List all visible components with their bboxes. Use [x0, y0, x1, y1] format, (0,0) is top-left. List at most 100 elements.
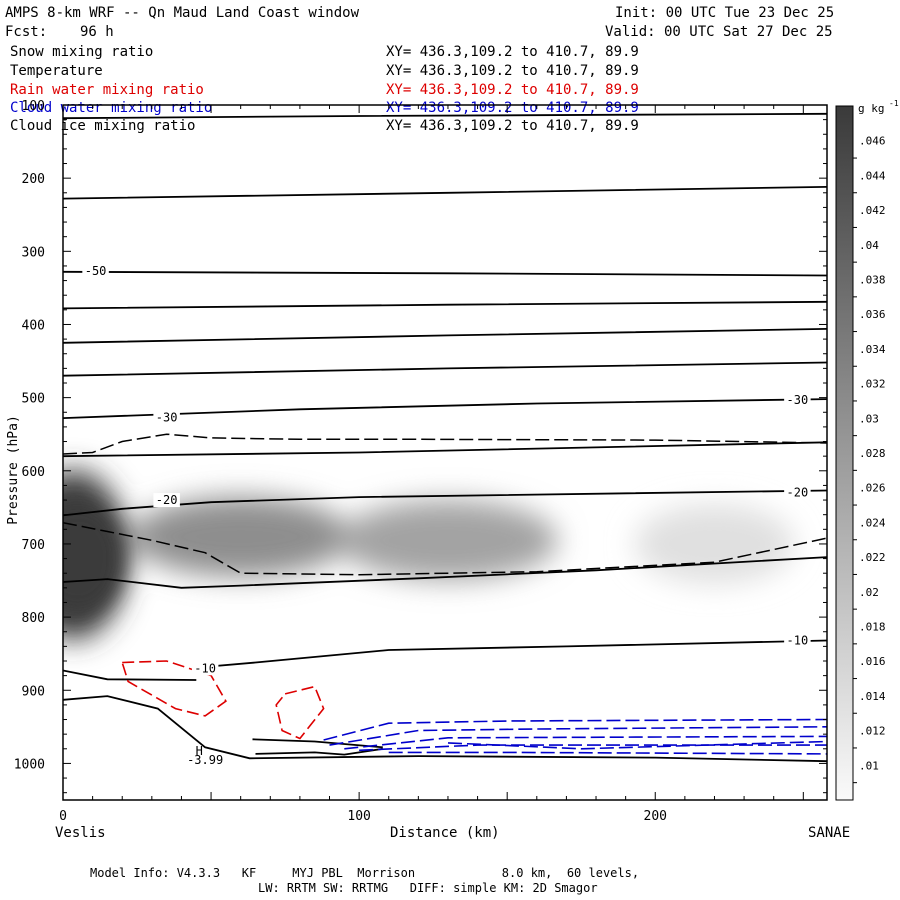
y-tick-label: 400	[22, 318, 45, 333]
contour-label: -3.99	[187, 753, 223, 767]
snow-mixing-ratio-contour	[63, 521, 827, 576]
colorbar: .01 .012 .014 .016 .018 .02 .022 .024 .026 .028 .0…	[835, 99, 899, 801]
colorbar-tick-label: .016	[859, 655, 886, 668]
legend-rain-xy: XY= 436.3,109.2 to 410.7, 89.9	[386, 82, 639, 98]
x-tick-label: 100	[347, 809, 370, 824]
contour-label: -20	[156, 493, 178, 507]
cloud-ice-blob	[130, 496, 351, 577]
contour-label-bg	[784, 633, 811, 648]
contour-labels: -50 -30 -30 -20 -20 -10 -10 H-3.99	[82, 264, 811, 767]
x-tick-label: 200	[644, 809, 667, 824]
legend-snow-name: Snow mixing ratio	[10, 44, 154, 60]
temperature-isoline	[63, 361, 827, 377]
cloud-ice-blob	[634, 503, 795, 584]
y-tick-label: 100	[22, 99, 45, 114]
temperature-isoline	[63, 300, 827, 310]
temperature-isoline	[63, 669, 197, 681]
y-tick-label: 600	[22, 465, 45, 480]
colorbar-tick-label: .02	[859, 586, 879, 599]
temperature-isoline	[63, 398, 827, 419]
colorbar-unit-exp: -1	[889, 99, 899, 108]
legend-cloud-water-name: Cloud water mixing ratio	[10, 100, 213, 116]
rain-water-contour	[121, 660, 227, 717]
contour-label: -10	[194, 661, 216, 675]
axes: 100 200 300 400 500 600 700 800 900 1000 0 100 200	[14, 99, 828, 824]
contour-label: -30	[787, 393, 809, 407]
y-tick-label: 500	[22, 392, 45, 407]
contour-label: -20	[787, 486, 809, 500]
contour-label: -10	[787, 634, 809, 648]
temperature-isoline	[63, 556, 827, 589]
colorbar-tick-label: .018	[859, 621, 886, 634]
colorbar-tick-label: .014	[859, 690, 886, 703]
colorbar-tick-label: .044	[859, 169, 886, 182]
header-valid: Valid: 00 UTC Sat 27 Dec 25	[605, 24, 833, 40]
x-right-endpoint: SANAE	[808, 825, 851, 841]
header-init: Init: 00 UTC Tue 23 Dec 25	[615, 5, 835, 21]
colorbar-tick-label: .032	[859, 378, 886, 391]
legend-cloud-ice-xy: XY= 436.3,109.2 to 410.7, 89.9	[386, 118, 639, 134]
cloud-water-contour	[329, 726, 827, 746]
header-title: AMPS 8-km WRF -- Qn Maud Land Coast wind…	[5, 5, 360, 21]
cloud-water-contour	[388, 751, 827, 755]
colorbar-unit: g kg	[858, 102, 885, 115]
legend-rain-name: Rain water mixing ratio	[10, 82, 204, 98]
colorbar-tick-label: .046	[859, 135, 886, 148]
colorbar-tick-label: .028	[859, 447, 886, 460]
legend-snow-xy: XY= 436.3,109.2 to 410.7, 89.9	[386, 44, 639, 60]
contour-label: -50	[85, 264, 107, 278]
x-left-endpoint: Veslis	[55, 825, 106, 841]
y-axis-title: Pressure (hPa)	[6, 415, 21, 525]
colorbar-gradient	[835, 105, 854, 801]
temperature-isoline	[196, 639, 827, 669]
temperature-isoline	[63, 489, 827, 517]
plot-frame	[62, 104, 828, 801]
colorbar-tick-label: .01	[859, 759, 879, 772]
legend-cloud-ice-name: Cloud ice mixing ratio	[10, 118, 196, 134]
colorbar-tick-label: .026	[859, 482, 886, 495]
cloud-water-contour	[359, 744, 827, 752]
legend-temp-name: Temperature	[10, 63, 103, 79]
contour-label: H	[196, 744, 203, 758]
contour-label: -30	[156, 410, 178, 424]
cloud-water-contour	[447, 740, 827, 750]
colorbar-tick-label: .036	[859, 308, 886, 321]
temperature-isoline	[63, 112, 827, 120]
contour-lines	[63, 112, 827, 763]
footer-line2: LW: RRTM SW: RRTMG DIFF: simple KM: 2D S…	[258, 881, 598, 895]
x-tick-label: 0	[59, 809, 67, 824]
header-fcst-label: Fcst:	[5, 24, 48, 40]
y-tick-label: 1000	[14, 757, 45, 772]
cloud-ice-shading	[63, 469, 795, 640]
colorbar-tick-label: .038	[859, 274, 886, 287]
header-fcst-value: 96 h	[80, 24, 114, 40]
contour-label-bg	[153, 493, 180, 508]
contour-label-bg	[191, 661, 219, 676]
footer-line1: Model Info: V4.3.3 KF MYJ PBL Morrison 8…	[90, 866, 640, 880]
colorbar-tick-label: .04	[859, 239, 879, 252]
y-tick-label: 800	[22, 611, 45, 626]
legend-temp-xy: XY= 436.3,109.2 to 410.7, 89.9	[386, 63, 639, 79]
colorbar-tick-label: .012	[859, 725, 886, 738]
contour-label-bg	[82, 264, 109, 279]
colorbar-tick-label: .03	[859, 412, 879, 425]
contour-label-bg	[784, 392, 811, 407]
temperature-isoline	[63, 328, 827, 344]
temperature-isoline	[63, 186, 827, 200]
cloud-ice-blob	[337, 500, 558, 581]
y-tick-label: 700	[22, 538, 45, 553]
colorbar-tick-label: .022	[859, 551, 886, 564]
contour-label-bg	[784, 485, 811, 500]
temperature-isoline	[63, 695, 827, 763]
temperature-isoline	[255, 747, 383, 756]
contour-label-bg	[153, 410, 180, 425]
y-tick-label: 300	[22, 245, 45, 260]
y-tick-label: 900	[22, 684, 45, 699]
cloud-water-contour	[344, 735, 827, 750]
colorbar-tick-label: .024	[859, 516, 886, 529]
rain-water-contour	[275, 685, 325, 740]
temperature-isoline	[63, 270, 827, 277]
y-tick-label: 200	[22, 172, 45, 187]
cloud-ice-core	[63, 503, 123, 614]
